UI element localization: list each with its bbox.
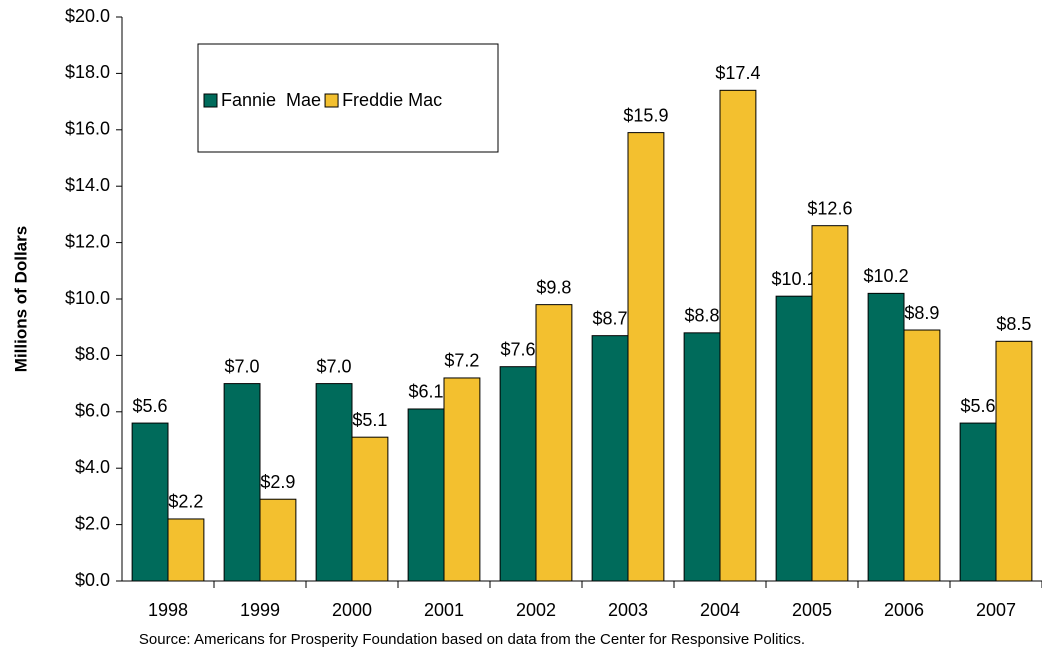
bar: [223, 383, 261, 582]
bar: [811, 225, 849, 582]
x-tick-label: 2000: [332, 600, 372, 620]
x-tick-label: 2002: [516, 600, 556, 620]
y-tick-label: $6.0: [75, 401, 110, 421]
x-tick-label: 2006: [884, 600, 924, 620]
legend-label: Freddie Mac: [342, 90, 442, 110]
x-tick-label: 1999: [240, 600, 280, 620]
data-label: $15.9: [623, 105, 668, 125]
x-tick-label: 2004: [700, 600, 740, 620]
data-label: $7.0: [225, 356, 260, 376]
data-label: $8.9: [904, 303, 939, 323]
data-label: $8.5: [996, 314, 1031, 334]
bar: [259, 498, 297, 582]
source-note: Source: Americans for Prosperity Foundat…: [139, 631, 805, 648]
data-label: $10.1: [772, 269, 817, 289]
bar: [995, 340, 1033, 582]
bar: [719, 89, 757, 582]
data-label: $12.6: [807, 198, 852, 218]
bar: [167, 518, 205, 582]
data-label: $5.6: [961, 396, 996, 416]
bar: [775, 295, 813, 582]
bar: [627, 132, 665, 582]
y-tick-label: $0.0: [75, 570, 110, 590]
bar: [535, 304, 573, 582]
x-tick-label: 2001: [424, 600, 464, 620]
y-tick-label: $10.0: [65, 288, 110, 308]
data-label: $5.1: [352, 410, 387, 430]
data-label: $17.4: [715, 63, 760, 83]
y-tick-label: $18.0: [65, 62, 110, 82]
x-tick-label: 2005: [792, 600, 832, 620]
legend-swatch: [324, 93, 339, 108]
bar: [351, 436, 389, 582]
x-tick-label: 2003: [608, 600, 648, 620]
data-label: $7.0: [317, 356, 352, 376]
y-tick-label: $16.0: [65, 119, 110, 139]
bar: [867, 292, 905, 582]
data-label: $10.2: [864, 266, 909, 286]
bar: [499, 366, 537, 582]
data-label: $9.8: [536, 277, 571, 297]
data-label: $5.6: [133, 396, 168, 416]
y-tick-label: $4.0: [75, 457, 110, 477]
bar: [131, 422, 169, 582]
bar: [407, 408, 445, 582]
legend-label: Fannie Mae: [221, 90, 321, 110]
data-label: $2.2: [168, 492, 203, 512]
y-tick-label: $12.0: [65, 231, 110, 251]
data-label: $8.7: [593, 308, 628, 328]
bar: [959, 422, 997, 582]
data-label: $2.9: [260, 472, 295, 492]
y-tick-label: $2.0: [75, 513, 110, 533]
legend-swatch: [203, 93, 218, 108]
data-label: $6.1: [409, 382, 444, 402]
data-label: $7.2: [444, 351, 479, 371]
data-label: $8.8: [685, 306, 720, 326]
bar: [315, 383, 353, 582]
x-tick-label: 2007: [976, 600, 1016, 620]
y-tick-label: $14.0: [65, 175, 110, 195]
y-tick-label: $20.0: [65, 6, 110, 26]
y-axis-label: Millions of Dollars: [11, 226, 30, 372]
bar: [903, 329, 941, 582]
bar: [443, 377, 481, 582]
x-tick-label: 1998: [148, 600, 188, 620]
bar: [683, 332, 721, 582]
bar: [591, 335, 629, 582]
y-tick-label: $8.0: [75, 344, 110, 364]
legend-box: [197, 43, 499, 153]
data-label: $7.6: [501, 339, 536, 359]
